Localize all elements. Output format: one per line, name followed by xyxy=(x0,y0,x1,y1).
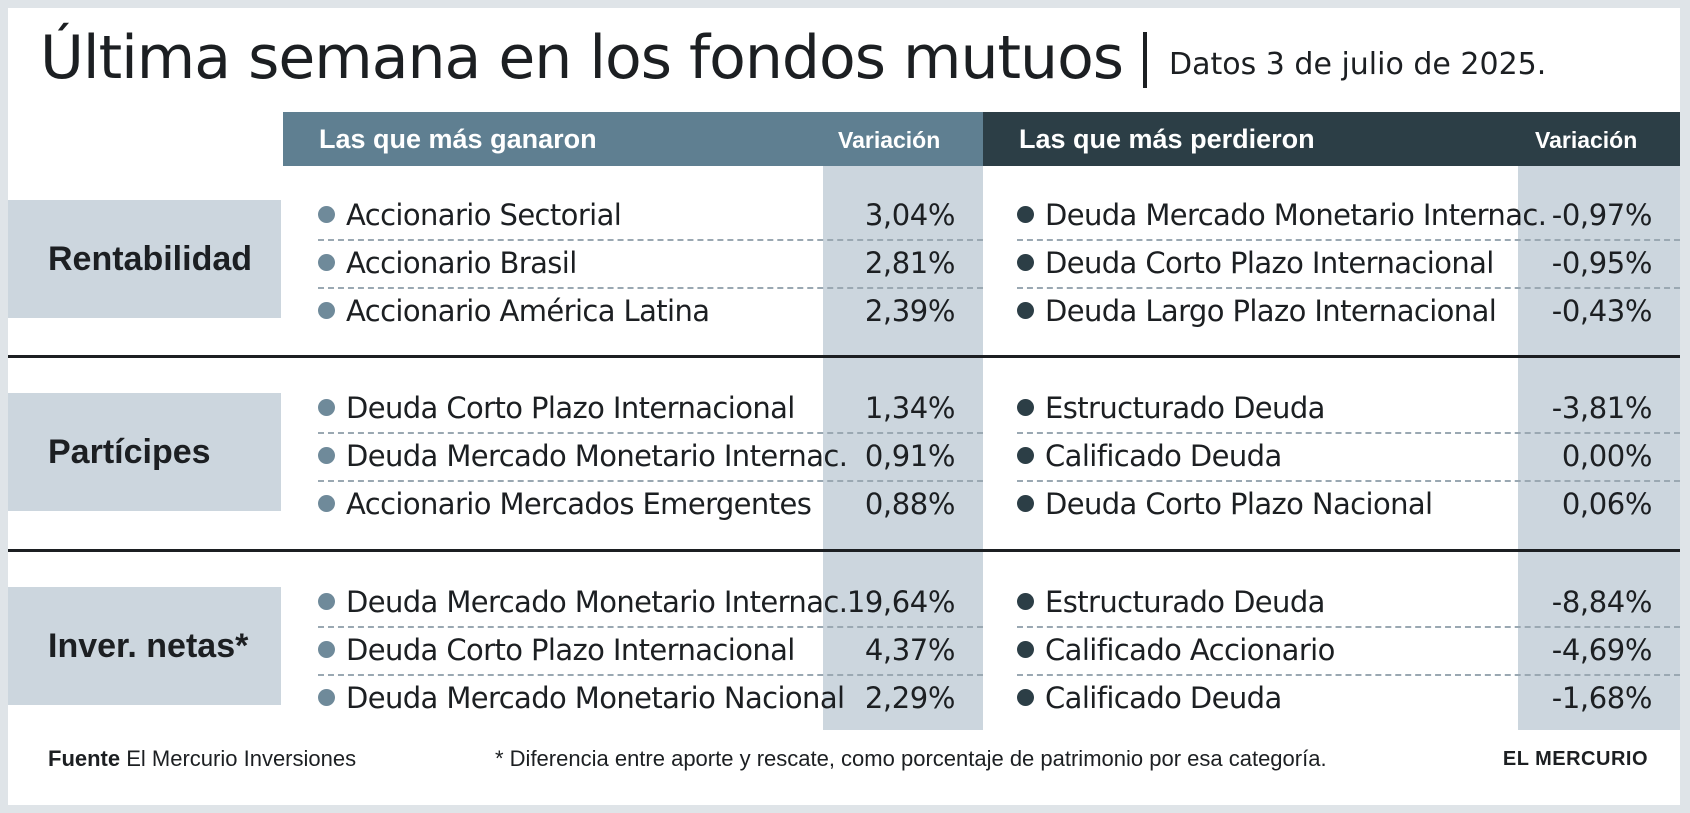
fund-name: Estructurado Deuda xyxy=(1045,585,1325,619)
section-divider xyxy=(8,549,1680,552)
fund-variation: 0,88% xyxy=(864,487,956,521)
bullet-icon xyxy=(318,447,335,464)
gainer-row: Deuda Mercado Monetario Internac. 0,91% xyxy=(318,432,983,482)
fund-name: Deuda Mercado Monetario Internac. xyxy=(1045,198,1547,232)
page-title: Última semana en los fondos mutuos xyxy=(40,23,1124,93)
fund-name: Calificado Accionario xyxy=(1045,633,1335,667)
variation-band-losers xyxy=(1518,166,1680,730)
fund-name: Deuda Corto Plazo Internacional xyxy=(346,391,795,425)
loser-row: Deuda Mercado Monetario Internac. -0,97% xyxy=(1017,191,1680,241)
date-label: Datos 3 de julio de 2025. xyxy=(1169,47,1547,82)
bullet-icon xyxy=(318,593,335,610)
fund-variation: -4,69% xyxy=(1551,633,1653,667)
gainer-row: Deuda Corto Plazo Internacional 1,34% xyxy=(318,384,983,434)
bullet-icon xyxy=(1017,302,1034,319)
bullet-icon xyxy=(318,689,335,706)
footnote: * Diferencia entre aporte y rescate, com… xyxy=(495,746,1327,771)
title-row: Última semana en los fondos mutuos Datos … xyxy=(40,22,1546,102)
fund-name: Estructurado Deuda xyxy=(1045,391,1325,425)
brand-logo: EL MERCURIO xyxy=(1502,748,1648,770)
bullet-icon xyxy=(318,399,335,416)
fund-name: Deuda Mercado Monetario Internac. xyxy=(346,585,848,619)
losers-header: Las que más perdieron Variación xyxy=(983,112,1680,166)
gainer-row: Accionario América Latina 2,39% xyxy=(318,287,983,335)
loser-row: Deuda Corto Plazo Internacional -0,95% xyxy=(1017,239,1680,289)
fund-variation: 0,00% xyxy=(1561,439,1653,473)
fund-variation: 0,91% xyxy=(864,439,956,473)
fund-name: Deuda Corto Plazo Internacional xyxy=(346,633,795,667)
losers-variation-header: Variación xyxy=(1535,127,1638,153)
bullet-icon xyxy=(1017,593,1034,610)
bullet-icon xyxy=(318,641,335,658)
loser-row: Deuda Largo Plazo Internacional -0,43% xyxy=(1017,287,1680,335)
variation-band-gainers xyxy=(823,166,983,730)
gainers-header: Las que más ganaron Variación xyxy=(283,112,983,166)
fund-variation: -1,68% xyxy=(1551,681,1653,715)
fund-name: Accionario Mercados Emergentes xyxy=(346,487,812,521)
gainer-row: Deuda Mercado Monetario Nacional 2,29% xyxy=(318,674,983,722)
loser-row: Deuda Corto Plazo Nacional 0,06% xyxy=(1017,480,1680,528)
loser-row: Calificado Accionario -4,69% xyxy=(1017,626,1680,676)
gainers-variation-header: Variación xyxy=(838,127,941,153)
category-label: Inver. netas* xyxy=(8,587,281,705)
fund-variation: -3,81% xyxy=(1551,391,1653,425)
bullet-icon xyxy=(1017,206,1034,223)
gainer-row: Deuda Mercado Monetario Internac. 19,64% xyxy=(318,578,983,628)
bullet-icon xyxy=(1017,254,1034,271)
source-text: El Mercurio Inversiones xyxy=(120,746,357,771)
fund-name: Accionario Sectorial xyxy=(346,198,622,232)
fund-variation: -0,43% xyxy=(1551,294,1653,328)
gainer-row: Accionario Mercados Emergentes 0,88% xyxy=(318,480,983,528)
fund-variation: 1,34% xyxy=(864,391,956,425)
bullet-icon xyxy=(318,206,335,223)
fund-name: Deuda Corto Plazo Nacional xyxy=(1045,487,1433,521)
loser-row: Estructurado Deuda -3,81% xyxy=(1017,384,1680,434)
category-label: Partícipes xyxy=(8,393,281,511)
gainers-header-label: Las que más ganaron xyxy=(319,124,597,154)
fund-variation: 0,06% xyxy=(1561,487,1653,521)
fund-name: Deuda Corto Plazo Internacional xyxy=(1045,246,1494,280)
bullet-icon xyxy=(1017,689,1034,706)
loser-row: Calificado Deuda 0,00% xyxy=(1017,432,1680,482)
source-credit: Fuente El Mercurio Inversiones xyxy=(48,744,356,774)
fund-name: Deuda Mercado Monetario Internac. xyxy=(346,439,848,473)
fund-variation: 2,29% xyxy=(864,681,956,715)
bullet-icon xyxy=(1017,399,1034,416)
fund-variation: -8,84% xyxy=(1551,585,1653,619)
gainer-row: Accionario Sectorial 3,04% xyxy=(318,191,983,241)
fund-variation: 4,37% xyxy=(864,633,956,667)
title-divider xyxy=(1143,32,1148,88)
bullet-icon xyxy=(1017,641,1034,658)
bullet-icon xyxy=(1017,447,1034,464)
fund-variation: 3,04% xyxy=(864,198,956,232)
section-divider xyxy=(8,355,1680,358)
bullet-icon xyxy=(1017,495,1034,512)
gainer-row: Deuda Corto Plazo Internacional 4,37% xyxy=(318,626,983,676)
fund-variation: 2,39% xyxy=(864,294,956,328)
source-label: Fuente xyxy=(48,746,121,771)
fund-name: Calificado Deuda xyxy=(1045,681,1282,715)
fund-name: Accionario Brasil xyxy=(346,246,577,280)
fund-variation: 2,81% xyxy=(864,246,956,280)
bullet-icon xyxy=(318,495,335,512)
fund-variation: 19,64% xyxy=(846,585,956,619)
fund-variation: -0,95% xyxy=(1551,246,1653,280)
fund-variation: -0,97% xyxy=(1551,198,1653,232)
fund-name: Deuda Mercado Monetario Nacional xyxy=(346,681,845,715)
losers-header-label: Las que más perdieron xyxy=(1019,124,1315,154)
category-label: Rentabilidad xyxy=(8,200,281,318)
fund-name: Calificado Deuda xyxy=(1045,439,1282,473)
loser-row: Estructurado Deuda -8,84% xyxy=(1017,578,1680,628)
fund-name: Accionario América Latina xyxy=(346,294,710,328)
fund-name: Deuda Largo Plazo Internacional xyxy=(1045,294,1497,328)
bullet-icon xyxy=(318,302,335,319)
gainer-row: Accionario Brasil 2,81% xyxy=(318,239,983,289)
loser-row: Calificado Deuda -1,68% xyxy=(1017,674,1680,722)
bullet-icon xyxy=(318,254,335,271)
